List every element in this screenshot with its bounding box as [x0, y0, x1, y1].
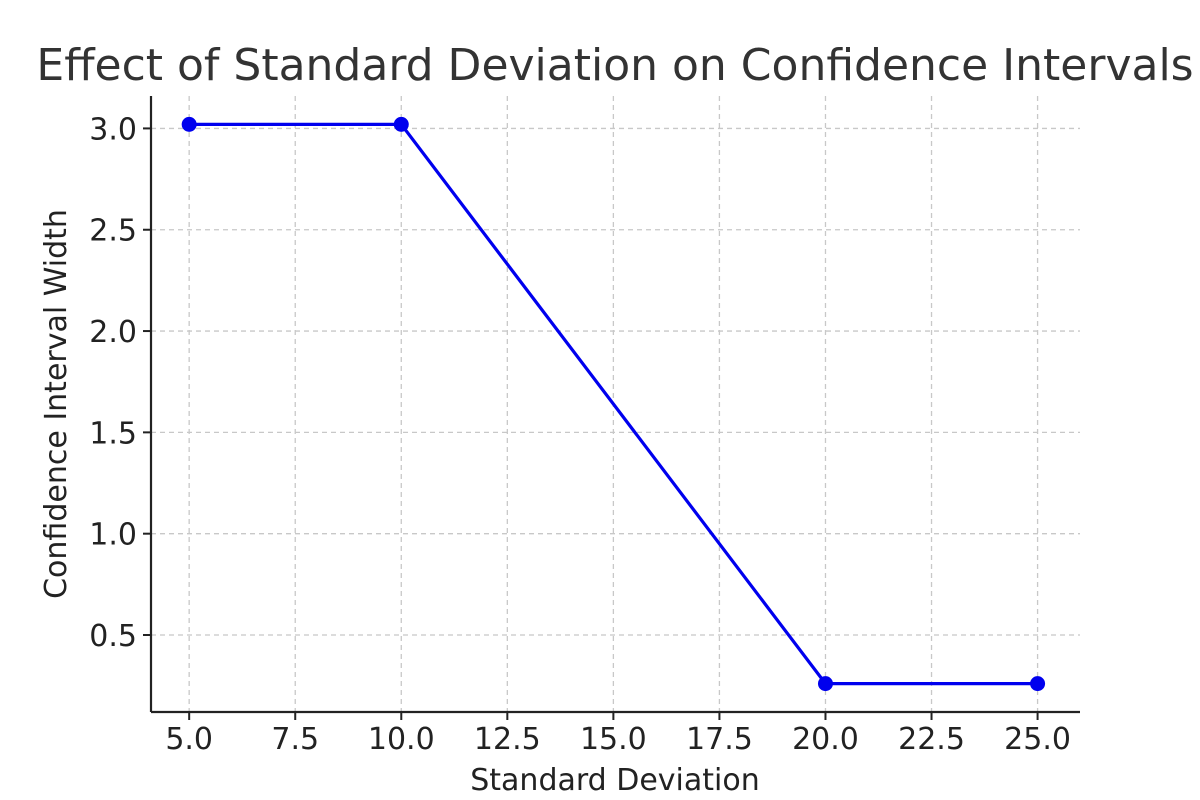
grid [151, 96, 1080, 712]
y-tick-label: 2.0 [89, 315, 137, 350]
x-tick-label: 12.5 [474, 722, 541, 757]
y-tick-label: 1.5 [89, 416, 137, 451]
data-point [393, 116, 409, 132]
x-tick-label: 15.0 [580, 722, 647, 757]
y-ticks: 0.5 1.0 1.5 2.0 2.5 3.0 [89, 112, 151, 654]
y-tick-label: 3.0 [89, 112, 137, 147]
series [181, 116, 1046, 692]
x-tick-label: 22.5 [898, 722, 965, 757]
x-tick-label: 10.0 [368, 722, 435, 757]
x-tick-label: 5.0 [165, 722, 213, 757]
data-point [1030, 676, 1046, 692]
y-tick-label: 0.5 [89, 619, 137, 654]
x-tick-label: 25.0 [1004, 722, 1071, 757]
y-tick-label: 2.5 [89, 214, 137, 249]
y-tick-label: 1.0 [89, 518, 137, 553]
data-point [181, 116, 197, 132]
x-tick-label: 7.5 [271, 722, 319, 757]
axes [149, 96, 1080, 714]
chart-title: Effect of Standard Deviation on Confiden… [36, 40, 1193, 91]
x-tick-label: 20.0 [792, 722, 859, 757]
x-ticks: 5.0 7.5 10.0 12.5 15.0 17.5 20.0 22.5 25.0 [165, 712, 1071, 757]
x-axis-label: Standard Deviation [470, 763, 760, 798]
y-axis-label: Confidence Interval Width [39, 209, 74, 599]
data-point [817, 676, 833, 692]
x-tick-label: 17.5 [686, 722, 753, 757]
series-line [187, 122, 1040, 686]
